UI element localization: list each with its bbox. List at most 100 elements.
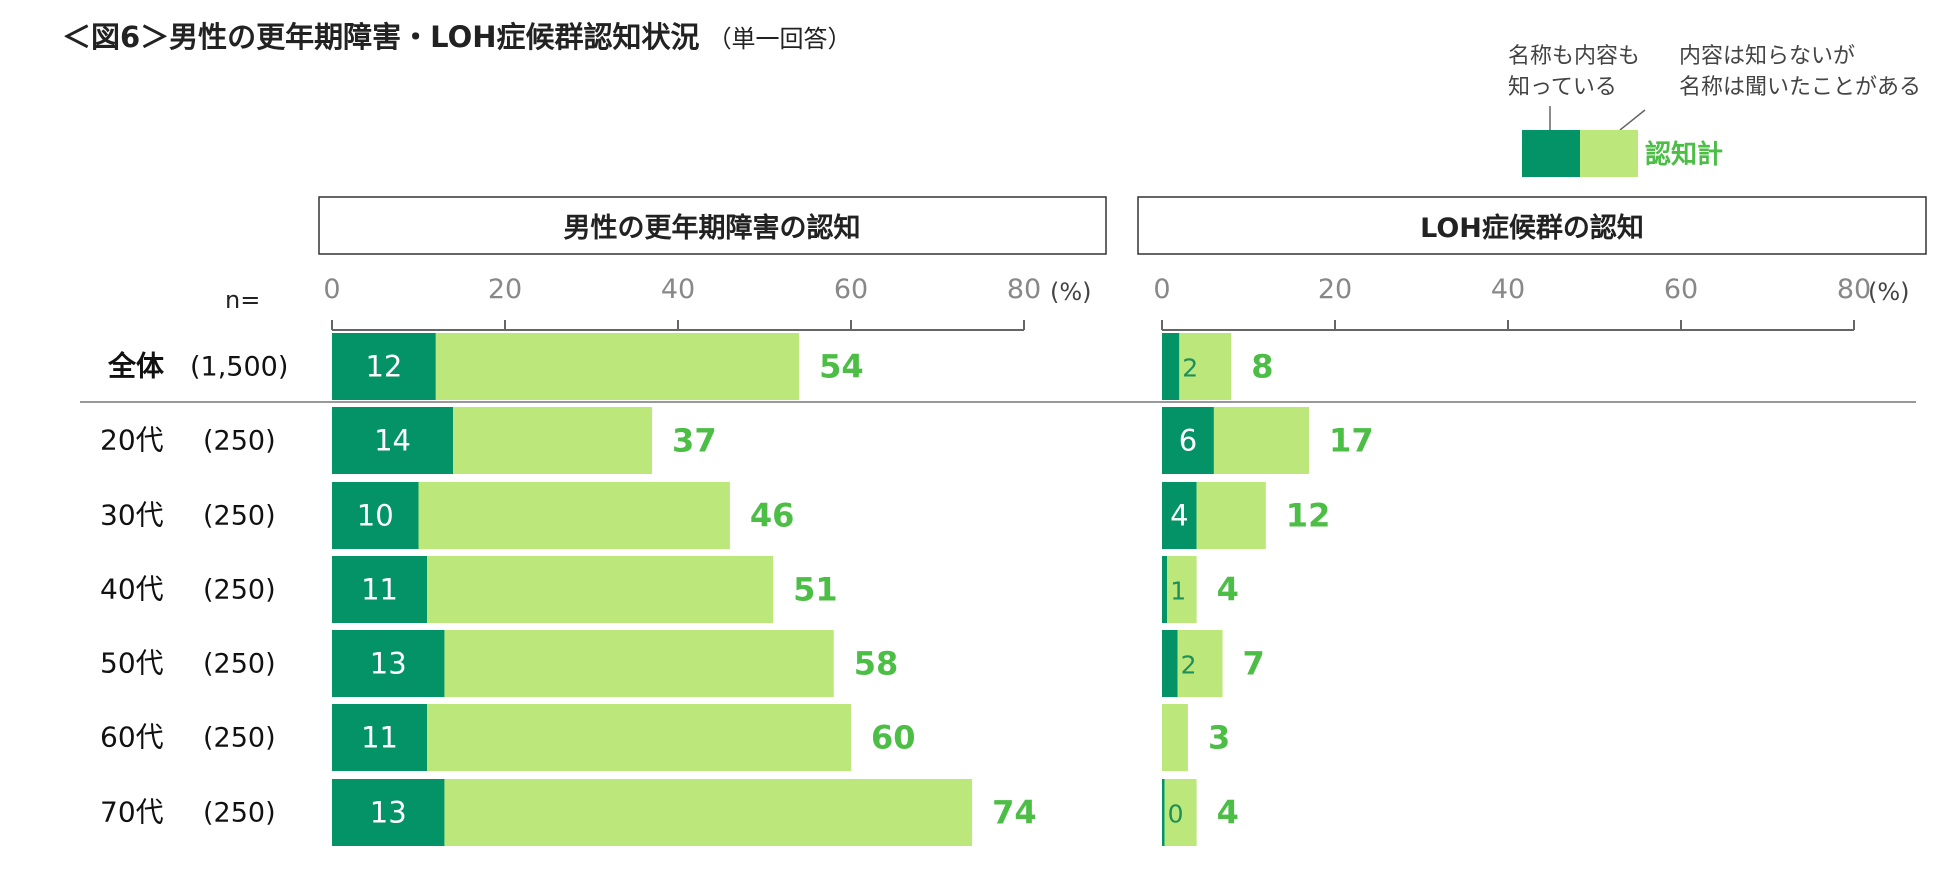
- x-tick-label: 60: [834, 274, 868, 305]
- bar-value-label-known-both: 14: [374, 424, 411, 458]
- legend-known-both-label-line2: 知っている: [1508, 75, 1617, 100]
- panel-menopause-chart: 0 20 40 60 80 (%) 12 54 14 37 10 46 11 51 13 58 11 60 13 74: [323, 274, 1092, 846]
- x-unit-label: (%): [1050, 278, 1092, 306]
- row-label: 40代: [100, 573, 164, 606]
- panel-title-loh: LOH症候群の認知: [1420, 212, 1644, 244]
- row-label: 70代: [100, 796, 164, 829]
- bar-total-label: 46: [750, 497, 795, 535]
- bar-known-both: [1162, 482, 1197, 549]
- bar-known-both: [332, 333, 436, 400]
- bar-total-label: 4: [1217, 794, 1239, 832]
- bar-value-label-known-both: 12: [365, 350, 402, 384]
- bar-name-only: [1179, 333, 1232, 400]
- bar-name-only: [1167, 556, 1197, 623]
- bar-value-label-known-both: 2: [1182, 354, 1198, 383]
- bar-known-both: [332, 407, 454, 474]
- bar-known-both: [1162, 630, 1178, 697]
- figure-title: ＜図6＞男性の更年期障害・LOH症候群認知状況 （単一回答）: [62, 14, 852, 56]
- x-tick-label: 20: [1318, 274, 1352, 305]
- x-unit-label: (%): [1868, 278, 1910, 306]
- panel-header-box-menopause: [318, 196, 1107, 255]
- bar-value-label-known-both: 1: [1170, 577, 1186, 606]
- legend-total-label: 認知計: [1645, 139, 1723, 170]
- row-label: 50代: [100, 647, 164, 680]
- legend-leader-line-name-only: [1619, 109, 1646, 131]
- row-n: (250): [203, 723, 276, 754]
- panel-header-box-loh: [1137, 196, 1927, 255]
- legend-name-only-label-line1: 内容は知らないが: [1679, 44, 1855, 69]
- bar-value-label-known-both: 13: [370, 796, 407, 830]
- bar-name-only: [444, 630, 834, 697]
- bar-total-label: 8: [1251, 348, 1273, 386]
- bar-total-label: 37: [672, 422, 717, 460]
- legend-swatch-name-only: [1580, 130, 1638, 177]
- bar-name-only: [427, 556, 774, 623]
- bar-value-label-known-both: 13: [370, 647, 407, 681]
- bar-value-label-known-both: 0: [1168, 800, 1184, 829]
- figure-subtitle: （単一回答）: [707, 25, 852, 53]
- legend-swatch-known-both: [1522, 130, 1580, 177]
- bar-known-both: [1162, 407, 1214, 474]
- legend-known-both-label-line1: 名称も内容も: [1508, 44, 1640, 69]
- row-n: (250): [203, 575, 276, 606]
- legend-name-only-label-line2: 名称は聞いたことがある: [1679, 75, 1921, 100]
- bar-known-both: [1162, 779, 1165, 846]
- bar-total-label: 12: [1286, 497, 1331, 535]
- bar-known-both: [1162, 556, 1168, 623]
- row-n: (1,500): [190, 352, 288, 383]
- bar-name-only: [1164, 779, 1197, 846]
- bar-name-only: [1213, 407, 1310, 474]
- bar-name-only: [1196, 482, 1266, 549]
- bar-name-only: [1162, 704, 1188, 771]
- row-n: (250): [203, 649, 276, 680]
- x-tick-label: 80: [1007, 274, 1041, 305]
- figure-title-main: ＜図6＞男性の更年期障害・LOH症候群認知状況: [62, 20, 700, 54]
- bar-known-both: [332, 779, 445, 846]
- bar-known-both: [332, 704, 428, 771]
- panel-title-menopause: 男性の更年期障害の認知: [564, 212, 861, 244]
- bar-value-label-known-both: 6: [1179, 424, 1197, 458]
- bar-value-label-known-both: 2: [1181, 651, 1197, 680]
- x-tick-label: 20: [488, 274, 522, 305]
- bar-total-label: 58: [854, 645, 899, 683]
- bar-known-both: [332, 630, 445, 697]
- x-tick-label: 40: [1491, 274, 1525, 305]
- row-label: 全体: [107, 350, 165, 383]
- legend: 名称も内容も 知っている 内容は知らないが 名称は聞いたことがある 認知計: [1508, 44, 1921, 177]
- bar-total-label: 17: [1329, 422, 1374, 460]
- panel-loh-chart: 0 20 40 60 80(%) 2 8 6 17 4 12 1 4 2 73 0 4: [1153, 274, 1910, 846]
- x-tick-label: 60: [1664, 274, 1698, 305]
- row-n: (250): [203, 426, 276, 457]
- bar-known-both: [332, 482, 419, 549]
- bar-total-label: 3: [1208, 719, 1230, 757]
- bar-value-label-known-both: 11: [361, 573, 398, 607]
- x-tick-label: 80: [1837, 274, 1871, 305]
- row-n: (250): [203, 501, 276, 532]
- x-tick-label: 40: [661, 274, 695, 305]
- bar-known-both: [332, 556, 428, 623]
- row-label: 60代: [100, 721, 164, 754]
- bar-name-only: [427, 704, 851, 771]
- bar-name-only: [435, 333, 800, 400]
- bar-total-label: 7: [1243, 645, 1265, 683]
- bar-total-label: 4: [1217, 571, 1239, 609]
- row-label: 20代: [100, 424, 164, 457]
- bar-known-both: [1162, 333, 1180, 400]
- x-tick-label: 0: [323, 274, 340, 305]
- bar-total-label: 74: [992, 794, 1037, 832]
- bar-value-label-known-both: 11: [361, 721, 398, 755]
- bar-total-label: 54: [819, 348, 864, 386]
- bar-name-only: [418, 482, 730, 549]
- bar-total-label: 60: [871, 719, 916, 757]
- bar-total-label: 51: [793, 571, 838, 609]
- bar-name-only: [453, 407, 653, 474]
- bar-name-only: [444, 779, 973, 846]
- bar-value-label-known-both: 4: [1170, 499, 1188, 533]
- x-tick-label: 0: [1153, 274, 1170, 305]
- row-n: (250): [203, 798, 276, 829]
- row-labels: 全体 (1,500) 20代 (250) 30代 (250) 40代 (250) 50代 (250…: [100, 350, 288, 829]
- row-label: 30代: [100, 499, 164, 532]
- bar-value-label-known-both: 10: [357, 499, 394, 533]
- n-header: n=: [225, 286, 260, 314]
